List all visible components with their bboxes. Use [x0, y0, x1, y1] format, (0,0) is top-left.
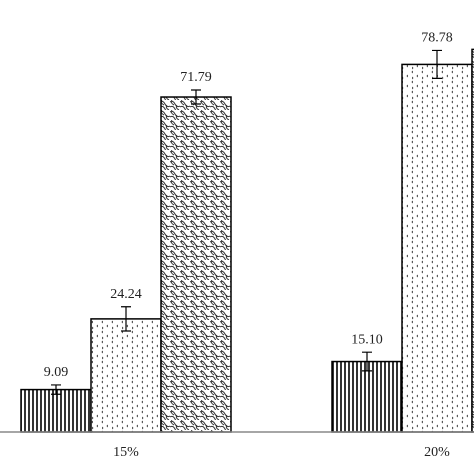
error-bar [362, 351, 372, 372]
data-label: 71.79 [180, 70, 212, 85]
bar [471, 48, 474, 433]
bar [20, 388, 92, 433]
bar [331, 360, 403, 433]
error-bar [121, 306, 131, 332]
data-label: 24.24 [110, 287, 142, 302]
data-label: 78.78 [421, 31, 453, 46]
bar [90, 318, 162, 433]
x-tick-label: 20% [424, 445, 450, 460]
data-label: 9.09 [44, 365, 69, 380]
error-bar [191, 89, 201, 105]
x-tick-label: 15% [113, 445, 139, 460]
bar [401, 63, 473, 433]
error-bar [432, 49, 442, 80]
bar [160, 96, 232, 433]
data-label: 15.10 [351, 332, 383, 347]
error-bar [51, 384, 61, 395]
